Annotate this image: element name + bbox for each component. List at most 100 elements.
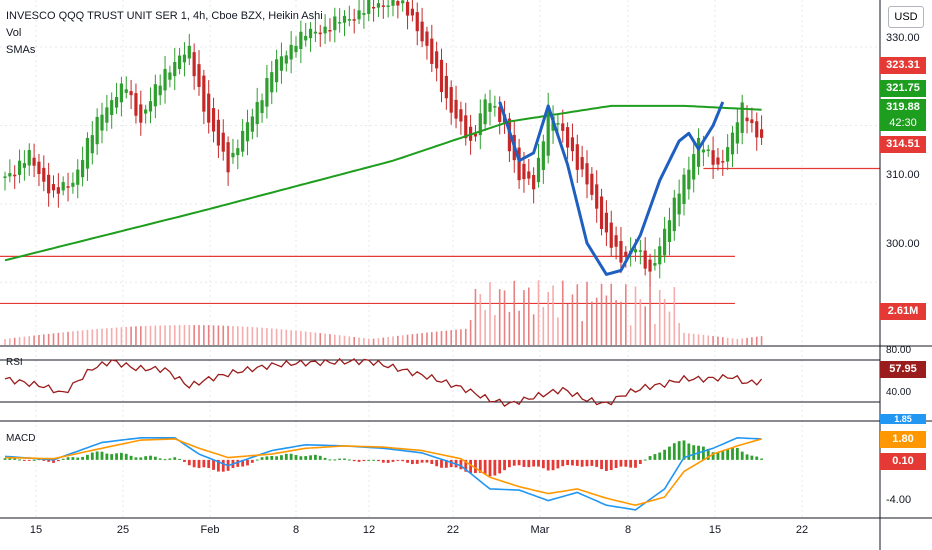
candle-body [187,45,191,59]
candle-body [536,157,541,183]
histogram-bar [294,455,298,460]
histogram-bar [721,451,725,460]
volume-bar [144,325,147,345]
volume-bar [498,289,501,345]
candle-body [110,100,114,116]
volume-bar [125,326,128,345]
volume-bar [135,326,137,345]
volume-bar [91,329,94,345]
histogram-bar [619,459,623,467]
volume-bar [140,326,142,345]
candle-body [405,1,410,16]
volume-bar [557,317,559,345]
volume-bar [96,329,98,345]
histogram-bar [299,456,303,460]
time-tick: 8 [624,524,632,536]
candle-body [129,91,133,96]
volume-bar [33,335,35,345]
volume-legend[interactable]: Vol [6,27,22,39]
volume-bar [629,325,632,345]
histogram-bar [566,459,569,466]
histogram-bar [571,459,574,466]
volume-bars [4,280,763,345]
rsi-upper-tick: 80.00 [886,345,912,356]
histogram-bar [687,443,691,460]
histogram-bar [459,459,463,470]
candle-body [381,5,385,7]
histogram-bar [202,459,206,468]
volume-bar [392,336,394,345]
histogram-bar [624,459,628,467]
candle-body [153,84,157,107]
candle-body [119,83,123,103]
candle-body [527,171,531,179]
histogram-bar [352,459,356,462]
histogram-bar [420,459,424,463]
sma-legend[interactable]: SMAs [6,44,36,56]
candle-body [255,101,259,125]
volume-bar [217,325,220,345]
candle-body [260,100,264,114]
volume-bar [43,334,45,345]
candle-body [347,19,351,21]
histogram-bar [503,459,506,471]
candle-body [745,117,749,122]
candle-body [17,160,22,175]
histogram-bar [372,459,375,461]
volume-bar [130,326,132,345]
histogram-bar [115,453,118,460]
volume-bar [683,332,685,345]
volume-bar [387,336,389,345]
histogram-bar [347,459,351,461]
volume-bar [411,334,414,345]
candle-body [483,99,487,125]
histogram-bar [178,458,181,460]
candle-body [182,54,187,63]
candle-body [575,144,579,170]
volume-bar [576,284,579,345]
grid [0,0,880,518]
histogram-bar [81,456,84,460]
candle-body [265,78,269,107]
histogram-bar [47,459,51,462]
volume-bar [508,311,511,345]
histogram-bar [386,459,390,463]
candle-body [415,12,419,32]
candle-body [633,249,638,253]
candle-body [410,8,414,16]
histogram-bar [643,459,647,461]
symbol-title: INVESCO QQQ TRUST UNIT SER 1, 4h, Cboe B… [6,10,323,22]
candle-body [435,51,439,69]
histogram-bar [648,456,652,460]
histogram-bar [585,459,589,467]
candle-body [221,132,225,152]
histogram-bar [187,459,191,466]
volume-bar [18,337,21,345]
volume-bar [547,291,549,345]
histogram-bar [474,459,477,474]
histogram-bar [149,455,152,460]
volume-bar [363,338,365,345]
histogram-bar [110,454,114,460]
candle-body [682,174,686,205]
volume-bar [67,331,69,345]
volume-bar [518,310,520,345]
candle-body [391,0,395,6]
volume-bar [692,333,695,345]
candle-body [352,19,356,21]
histogram-bar [488,459,492,477]
currency-button[interactable]: USD [888,6,924,28]
volume-bar [38,334,40,345]
candle-body [197,64,201,87]
volume-bar [673,287,676,345]
volume-bar [57,332,60,345]
macd-legend[interactable]: MACD [6,433,36,444]
volume-bar [697,334,700,345]
volume-bar [178,325,181,345]
histogram-bar [483,459,487,474]
candle-body [357,10,361,20]
volume-bar [760,336,763,345]
histogram-bar [173,457,177,460]
rsi-legend[interactable]: RSI [6,357,23,368]
